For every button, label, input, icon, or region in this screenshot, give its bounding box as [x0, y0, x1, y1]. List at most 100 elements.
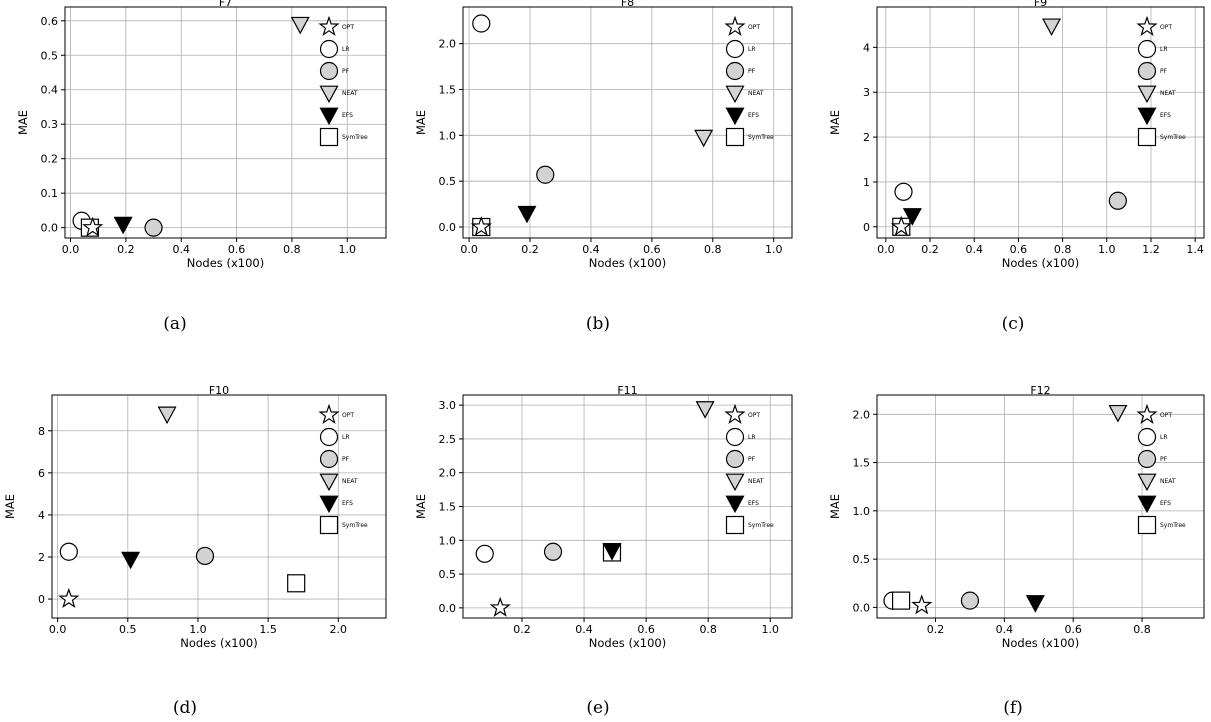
y-tick-label: 0.0: [41, 222, 59, 235]
x-tick-label: 1.0: [765, 243, 783, 256]
point-opt: [911, 594, 933, 615]
point-lr: [472, 14, 491, 33]
legend-marker-opt: [1136, 15, 1158, 37]
legend-marker-lr: [1137, 39, 1157, 59]
y-tick-label: 2.0: [853, 408, 871, 421]
chart-title: F8: [621, 0, 634, 9]
x-tick-label: 0.8: [283, 243, 301, 256]
y-tick-label: 0: [863, 221, 870, 234]
x-tick-label: 1.0: [762, 623, 780, 636]
legend-label-neat: NEAT: [748, 478, 764, 485]
point-lr: [59, 542, 78, 561]
legend-label-opt: OPT: [342, 412, 354, 419]
y-tick-label: 6: [38, 467, 45, 480]
point-opt: [58, 587, 80, 609]
x-tick-label: 0.6: [1010, 243, 1028, 256]
legend-marker-efs: [319, 495, 339, 514]
legend-label-lr: LR: [1160, 434, 1168, 441]
x-tick-label: 0.6: [228, 243, 246, 256]
y-axis-label: MAE: [828, 110, 842, 135]
point-pf: [960, 591, 980, 610]
point-efs: [602, 543, 622, 561]
legend-label-pf: PF: [748, 456, 756, 463]
legend-marker-neat: [319, 473, 339, 492]
x-tick-label: 0.0: [62, 243, 80, 256]
x-tick-label: 0.4: [582, 243, 600, 256]
legend-marker-neat: [1137, 85, 1157, 104]
x-axis-label: Nodes (x100): [589, 636, 666, 650]
chart-panel-f10: 0.0 0.5 1.0 1.5 2.0 0 2 4 6 8 F10 Nodes (x100) MAE OP…: [3, 384, 387, 650]
x-tick-label: 0.5: [119, 623, 137, 636]
y-tick-label: 0: [38, 593, 45, 606]
point-pf: [543, 542, 563, 561]
chart-title: F12: [1030, 384, 1050, 397]
legend-label-opt: OPT: [748, 412, 760, 419]
x-tick-label: 1.4: [1186, 243, 1204, 256]
legend-marker-lr: [319, 427, 339, 447]
y-tick-label: 0.5: [853, 553, 871, 566]
x-axis-label: Nodes (x100): [589, 256, 666, 270]
point-neat: [694, 129, 714, 148]
panel-caption: (a): [163, 314, 186, 334]
legend-label-symtree: SymTree: [748, 134, 774, 141]
legend-label-efs: EFS: [1160, 500, 1171, 507]
point-lr: [894, 182, 913, 201]
panel-caption: (d): [173, 698, 197, 718]
legend-label-pf: PF: [1160, 68, 1168, 75]
point-pf: [1108, 191, 1127, 210]
legend-label-neat: NEAT: [1160, 478, 1176, 485]
legend-marker-neat: [725, 473, 745, 492]
x-axis-label: Nodes (x100): [187, 256, 264, 270]
x-axis-label: Nodes (x100): [1002, 636, 1079, 650]
point-symtree: [891, 591, 911, 610]
legend-label-lr: LR: [342, 46, 350, 53]
y-tick-label: 0.5: [439, 175, 457, 188]
axes-frame: [876, 6, 1205, 239]
x-tick-label: 1.5: [259, 623, 277, 636]
legend-marker-pf: [1137, 449, 1157, 469]
x-tick-label: 0.4: [965, 243, 983, 256]
x-tick-label: 0.8: [699, 623, 717, 636]
axes-frame: [462, 6, 793, 239]
point-efs: [121, 551, 141, 570]
legend-marker-lr: [725, 427, 745, 447]
legend-label-opt: OPT: [1160, 412, 1172, 419]
chart-panel-f11: 0.2 0.4 0.6 0.8 1.0 0.0 0.5 1.0 1.5 2.0 2.5 3.0 F11 N…: [414, 384, 793, 650]
x-tick-label: 0.2: [117, 243, 135, 256]
legend-marker-symtree: [319, 515, 339, 535]
legend-marker-neat: [319, 85, 339, 104]
legend-marker-opt: [724, 403, 746, 425]
panel-caption: (b): [586, 314, 610, 334]
x-tick-label: 1.0: [189, 623, 207, 636]
legend-label-symtree: SymTree: [342, 522, 368, 529]
y-tick-label: 1.0: [439, 129, 457, 142]
legend-label-efs: EFS: [748, 500, 759, 507]
point-efs: [902, 208, 922, 226]
legend-label-symtree: SymTree: [1160, 522, 1186, 529]
point-pf: [195, 546, 215, 566]
y-tick-label: 2.0: [439, 38, 457, 51]
legend-marker-opt: [1136, 403, 1158, 425]
legend-marker-neat: [1137, 473, 1157, 492]
legend-marker-efs: [725, 107, 745, 126]
legend-label-efs: EFS: [342, 500, 353, 507]
legend-marker-pf: [1137, 61, 1157, 81]
legend-label-efs: EFS: [342, 112, 353, 119]
legend-marker-pf: [725, 61, 745, 81]
panel-caption: (f): [1003, 698, 1023, 718]
chart-title: F9: [1034, 0, 1047, 9]
y-axis-label: MAE: [414, 494, 428, 519]
x-tick-label: 0.8: [704, 243, 722, 256]
x-tick-label: 0.2: [927, 623, 945, 636]
x-axis-label: Nodes (x100): [180, 636, 257, 650]
legend-marker-opt: [318, 15, 340, 37]
x-tick-label: 0.8: [1054, 243, 1072, 256]
legend-label-symtree: SymTree: [342, 134, 368, 141]
legend-marker-lr: [725, 39, 745, 59]
point-symtree: [287, 574, 306, 593]
legend-label-symtree: SymTree: [748, 522, 774, 529]
legend-label-pf: PF: [1160, 456, 1168, 463]
legend-label-opt: OPT: [748, 24, 760, 31]
legend-marker-symtree: [725, 515, 745, 535]
panel-caption: (e): [586, 698, 609, 718]
